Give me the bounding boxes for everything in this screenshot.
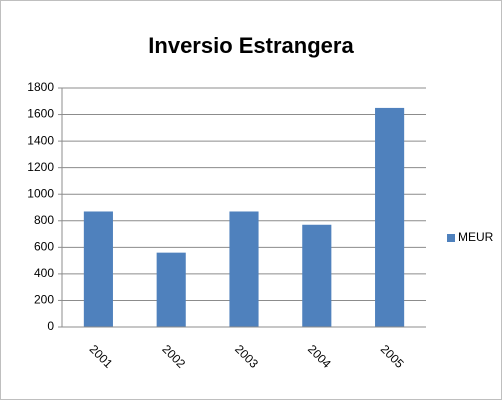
y-tick-label: 1600 bbox=[27, 107, 54, 121]
bar bbox=[83, 211, 113, 327]
y-tick-label: 1000 bbox=[27, 186, 54, 200]
legend-label: MEUR bbox=[458, 230, 494, 244]
legend-swatch bbox=[447, 234, 455, 242]
y-tick-label: 200 bbox=[34, 293, 54, 307]
y-tick-label: 800 bbox=[34, 213, 54, 227]
bar bbox=[156, 252, 186, 327]
y-tick-label: 1200 bbox=[27, 160, 54, 174]
bar bbox=[229, 211, 259, 327]
bar bbox=[302, 224, 332, 327]
y-tick-label: 0 bbox=[47, 319, 54, 333]
bar bbox=[375, 107, 405, 328]
y-tick-label: 1800 bbox=[27, 80, 54, 94]
y-tick-label: 1400 bbox=[27, 133, 54, 147]
chart-title: Inversio Estrangera bbox=[148, 33, 354, 58]
y-tick-label: 400 bbox=[34, 266, 54, 280]
y-tick-label: 600 bbox=[34, 240, 54, 254]
